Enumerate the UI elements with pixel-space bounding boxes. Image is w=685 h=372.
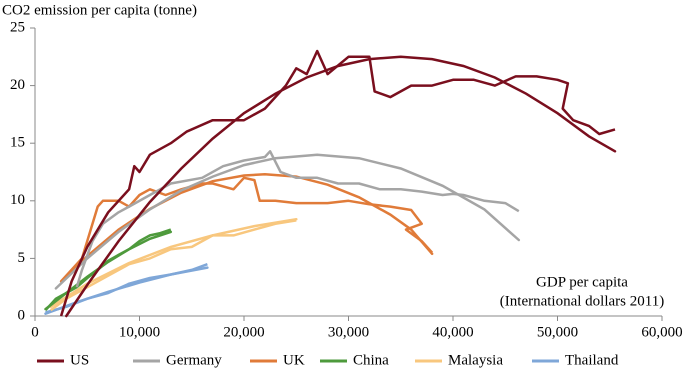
y-tick-label: 25 — [10, 19, 25, 35]
fit-line — [59, 173, 434, 283]
legend-label: Thailand — [565, 352, 619, 368]
x-tick-label: 50,000 — [537, 324, 578, 340]
y-tick-label: 0 — [18, 307, 26, 323]
fit-line — [54, 153, 521, 290]
x-tick-label: 60,000 — [641, 324, 682, 340]
x-tick-label: 10,000 — [119, 324, 160, 340]
data-line — [59, 49, 616, 317]
y-tick-label: 10 — [10, 192, 25, 208]
x-tick-label: 30,000 — [328, 324, 369, 340]
data-line — [44, 228, 172, 312]
fit-line — [49, 217, 298, 309]
y-tick-label: 5 — [18, 250, 26, 266]
y-axis-title: CO2 emission per capita (tonne) — [2, 2, 197, 18]
x-axis-title: (International dollars 2011) — [500, 293, 664, 309]
legend-label: China — [353, 352, 389, 368]
x-axis-title: GDP per capita — [536, 274, 628, 290]
data-line — [60, 176, 434, 283]
legend-label: US — [70, 352, 89, 368]
y-tick-label: 20 — [10, 77, 25, 93]
data-line — [49, 219, 297, 312]
y-tick-label: 15 — [10, 135, 25, 151]
data-line — [75, 150, 520, 288]
legend-label: UK — [283, 352, 305, 368]
x-tick-label: 20,000 — [223, 324, 264, 340]
legend-label: Malaysia — [448, 352, 503, 368]
x-tick-label: 40,000 — [432, 324, 473, 340]
legend-label: Germany — [166, 352, 222, 368]
x-tick-label: 0 — [31, 324, 39, 340]
